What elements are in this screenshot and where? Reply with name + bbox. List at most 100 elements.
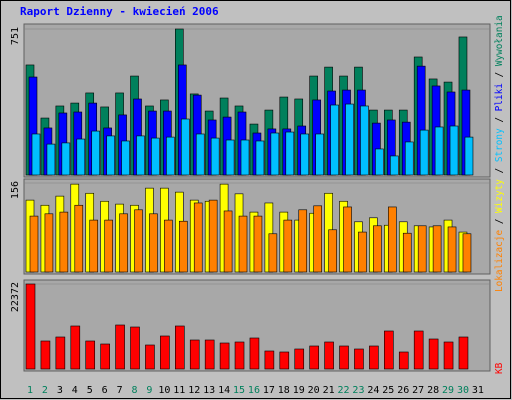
legend-entry: Pliki: [494, 83, 505, 111]
x-tick-label: 12: [188, 385, 200, 396]
bar: [119, 213, 128, 273]
x-tick-label: 10: [158, 385, 170, 396]
bar: [189, 339, 200, 370]
bar: [151, 137, 160, 176]
bar: [179, 220, 188, 273]
bar: [160, 335, 170, 370]
x-tick-label: 1: [27, 385, 33, 396]
bar: [130, 326, 140, 370]
chart-title: Raport Dzienny - kwiecień 2006: [20, 5, 219, 18]
bar: [208, 199, 218, 273]
x-tick-label: 3: [57, 385, 63, 396]
y-tick-label: 751: [10, 27, 21, 45]
bar: [44, 213, 54, 273]
bar: [29, 215, 39, 273]
bar: [31, 133, 41, 176]
x-tick-label: 28: [427, 385, 439, 396]
x-tick-label: 27: [412, 385, 424, 396]
x-tick-label: 21: [323, 385, 335, 396]
bar: [193, 202, 203, 273]
legend-separator: /: [494, 162, 505, 179]
x-tick-label: 11: [173, 385, 185, 396]
x-tick-label: 31: [472, 385, 484, 396]
bar: [417, 225, 427, 273]
x-tick-label: 2: [42, 385, 48, 396]
legend-separator: /: [494, 66, 505, 83]
x-tick-label: 22: [338, 385, 350, 396]
bar: [255, 140, 265, 176]
bar: [294, 348, 305, 370]
x-tick-label: 30: [457, 385, 469, 396]
bar: [339, 345, 349, 370]
bar: [434, 126, 444, 176]
bar: [115, 324, 125, 370]
bar: [464, 136, 474, 176]
legend-entry: Wywołania: [494, 15, 505, 66]
bar: [145, 344, 155, 370]
bar: [384, 330, 394, 370]
x-tick-label: 16: [248, 385, 260, 396]
x-tick-label: 13: [203, 385, 215, 396]
x-tick-label: 23: [352, 385, 364, 396]
bar: [447, 226, 457, 273]
bar: [390, 155, 399, 176]
bar: [253, 215, 263, 273]
bar: [89, 219, 99, 273]
bar: [458, 336, 469, 370]
bar: [330, 104, 339, 176]
legend-entry: KB: [494, 362, 505, 374]
x-tick-label: 14: [218, 385, 230, 396]
bar: [76, 138, 86, 176]
bar: [373, 225, 382, 273]
bar: [432, 225, 442, 273]
bar: [358, 231, 367, 273]
bar: [285, 131, 295, 176]
bar: [55, 336, 66, 370]
bar: [249, 337, 260, 370]
bar: [413, 330, 424, 370]
bar: [298, 209, 308, 273]
bar: [343, 206, 352, 273]
bar: [136, 135, 145, 176]
bar: [240, 139, 250, 176]
bar: [234, 341, 245, 370]
y-tick-label: 22372: [10, 282, 21, 312]
bar: [398, 351, 409, 370]
bar: [223, 210, 233, 273]
bar: [268, 233, 278, 273]
bar: [449, 125, 459, 176]
bar: [315, 133, 324, 176]
bar: [225, 139, 235, 176]
bar: [210, 137, 220, 176]
bar: [402, 232, 412, 273]
legend-entry: Lokalizacje: [494, 230, 505, 292]
legend-separator: /: [494, 111, 505, 128]
bar: [283, 219, 293, 273]
bar: [270, 132, 280, 176]
bar: [106, 135, 115, 176]
bar: [85, 340, 96, 370]
legend-entry: Wizyty: [494, 179, 505, 213]
x-tick-label: 9: [146, 385, 152, 396]
bar: [360, 105, 369, 176]
bar: [61, 142, 71, 176]
x-tick-label: 29: [442, 385, 454, 396]
x-tick-label: 24: [367, 385, 379, 396]
bar: [40, 340, 51, 370]
bar: [25, 283, 36, 370]
x-tick-label: 19: [293, 385, 305, 396]
bar: [46, 143, 56, 176]
bar: [149, 213, 158, 273]
x-tick-label: 5: [87, 385, 93, 396]
x-tick-label: 17: [263, 385, 275, 396]
bar: [354, 348, 364, 370]
x-tick-label: 18: [278, 385, 290, 396]
x-tick-label: 7: [117, 385, 123, 396]
bar: [313, 205, 322, 273]
y-tick-label: 156: [10, 181, 21, 199]
bar: [59, 211, 69, 273]
bar: [70, 325, 81, 370]
bar: [388, 206, 397, 273]
